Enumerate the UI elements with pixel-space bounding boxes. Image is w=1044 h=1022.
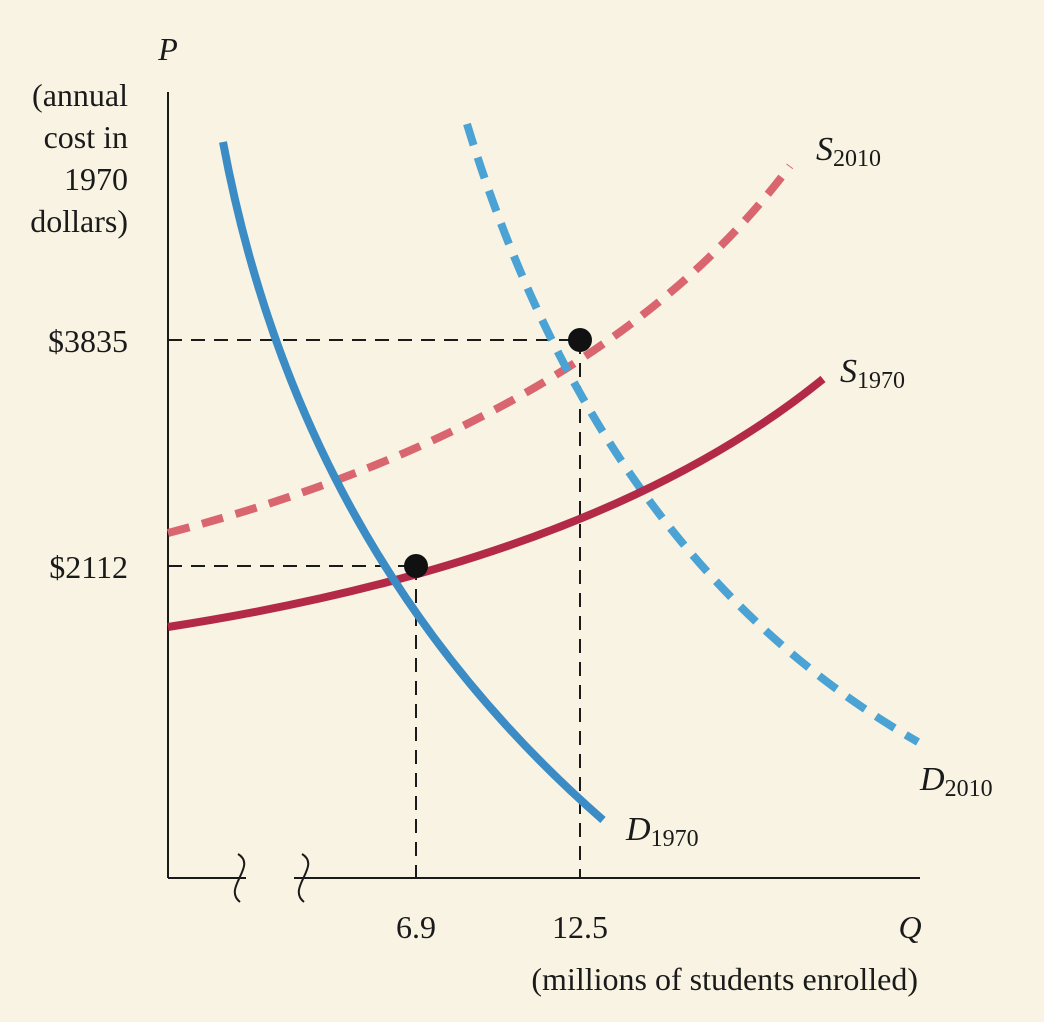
curve-label-d2010: D2010 [919, 761, 993, 802]
y-tick-label-2112: $2112 [49, 549, 128, 585]
curve-label-s2010: S2010 [816, 131, 881, 172]
x-tick-label-12-5: 12.5 [552, 909, 608, 945]
equilibrium-point-2010 [568, 328, 592, 352]
axis-break-mark-2 [297, 853, 310, 903]
axis-break-gap [246, 874, 294, 882]
curve-label-d1970: D1970 [625, 811, 699, 852]
x-tick-label-6-9: 6.9 [396, 909, 436, 945]
curve-s2010 [166, 163, 794, 537]
y-axis-label-line-2: cost in [44, 119, 128, 155]
y-tick-label-3835: $3835 [48, 323, 128, 359]
y-axis-label-line-3: 1970 [64, 161, 128, 197]
x-axis-label: (millions of students enrolled) [531, 961, 918, 997]
curve-s1970 [167, 375, 826, 631]
y-axis-label-line-4: dollars) [30, 203, 128, 239]
x-axis-symbol: Q [898, 909, 921, 945]
y-axis-symbol: P [157, 31, 178, 67]
curve-label-s1970: S1970 [840, 353, 905, 394]
curve-d1970 [219, 141, 606, 824]
curve-d2010 [463, 122, 920, 746]
y-axis-label-line-1: (annual [32, 77, 128, 113]
axis-break-mark-1 [233, 853, 246, 903]
equilibrium-point-1970 [404, 554, 428, 578]
